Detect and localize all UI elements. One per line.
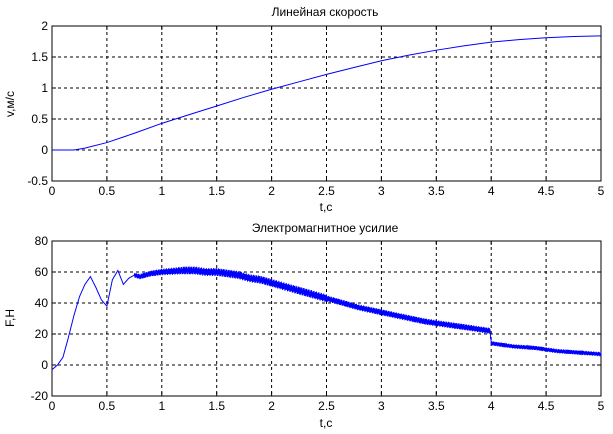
velocity-x-tick-label: 5 <box>598 184 605 198</box>
force-x-tick-labels: 0 0.5 1 1.5 2 2.5 3 3.5 4 4.5 5 <box>49 399 605 413</box>
velocity-chart: Линейная скорость 0 0.5 1 1.5 2 2.5 3 3.5 4 4.5 5 … <box>3 5 605 214</box>
force-x-tick-label: 1 <box>158 399 165 413</box>
force-y-tick-labels: -20 0 20 40 60 80 <box>31 234 49 403</box>
force-y-axis-label: F,H <box>3 309 17 327</box>
force-y-tick-label: 0 <box>41 358 48 372</box>
velocity-y-tick-label: -0.5 <box>27 174 48 188</box>
velocity-x-tick-label: 1 <box>158 184 165 198</box>
force-x-tick-label: 4 <box>488 399 495 413</box>
force-x-tick-label: 1.5 <box>208 399 225 413</box>
force-y-tick-label: 40 <box>35 296 49 310</box>
velocity-y-tick-label: 2 <box>41 19 48 33</box>
force-x-tick-label: 0.5 <box>99 399 116 413</box>
velocity-y-tick-labels: -0.5 0 0.5 1 1.5 2 <box>27 19 48 188</box>
velocity-x-tick-label: 2.5 <box>318 184 335 198</box>
velocity-x-tick-label: 0 <box>49 184 56 198</box>
force-chart-title: Электромагнитное усилие <box>252 221 399 235</box>
velocity-grid <box>52 26 601 181</box>
force-ticks <box>51 240 602 397</box>
force-y-tick-label: 60 <box>35 265 49 279</box>
velocity-chart-title: Линейная скорость <box>272 5 379 19</box>
velocity-ticks <box>51 25 602 182</box>
force-y-tick-label: 80 <box>35 234 49 248</box>
force-x-tick-label: 3.5 <box>428 399 445 413</box>
velocity-plot-area <box>51 25 602 182</box>
force-x-tick-label: 3 <box>378 399 385 413</box>
force-y-tick-label: -20 <box>31 389 49 403</box>
velocity-y-tick-label: 1 <box>41 81 48 95</box>
velocity-x-tick-label: 0.5 <box>99 184 116 198</box>
force-x-tick-label: 0 <box>49 399 56 413</box>
force-x-tick-label: 2 <box>268 399 275 413</box>
velocity-y-tick-label: 0 <box>41 143 48 157</box>
force-x-tick-label: 2.5 <box>318 399 335 413</box>
velocity-x-tick-label: 4 <box>488 184 495 198</box>
force-x-tick-label: 5 <box>598 399 605 413</box>
velocity-series-line <box>52 35 602 151</box>
velocity-x-tick-labels: 0 0.5 1 1.5 2 2.5 3 3.5 4 4.5 5 <box>49 184 605 198</box>
force-y-tick-label: 20 <box>35 327 49 341</box>
velocity-x-tick-label: 1.5 <box>208 184 225 198</box>
velocity-x-tick-label: 3.5 <box>428 184 445 198</box>
velocity-x-axis-label: t,c <box>320 200 333 214</box>
velocity-y-axis-label: v,м/c <box>3 91 17 117</box>
force-plot-area <box>51 240 602 397</box>
force-chart: Электромагнитное усилие 0 0.5 1 1.5 2 2.5 3 3.5… <box>3 221 605 430</box>
force-x-axis-label: t,c <box>320 416 333 430</box>
velocity-x-tick-label: 4.5 <box>538 184 555 198</box>
force-series-line <box>51 266 602 371</box>
force-x-tick-label: 4.5 <box>538 399 555 413</box>
force-grid <box>52 241 601 396</box>
velocity-y-tick-label: 0.5 <box>31 112 48 126</box>
velocity-y-tick-label: 1.5 <box>31 50 48 64</box>
velocity-x-tick-label: 2 <box>268 184 275 198</box>
velocity-x-tick-label: 3 <box>378 184 385 198</box>
